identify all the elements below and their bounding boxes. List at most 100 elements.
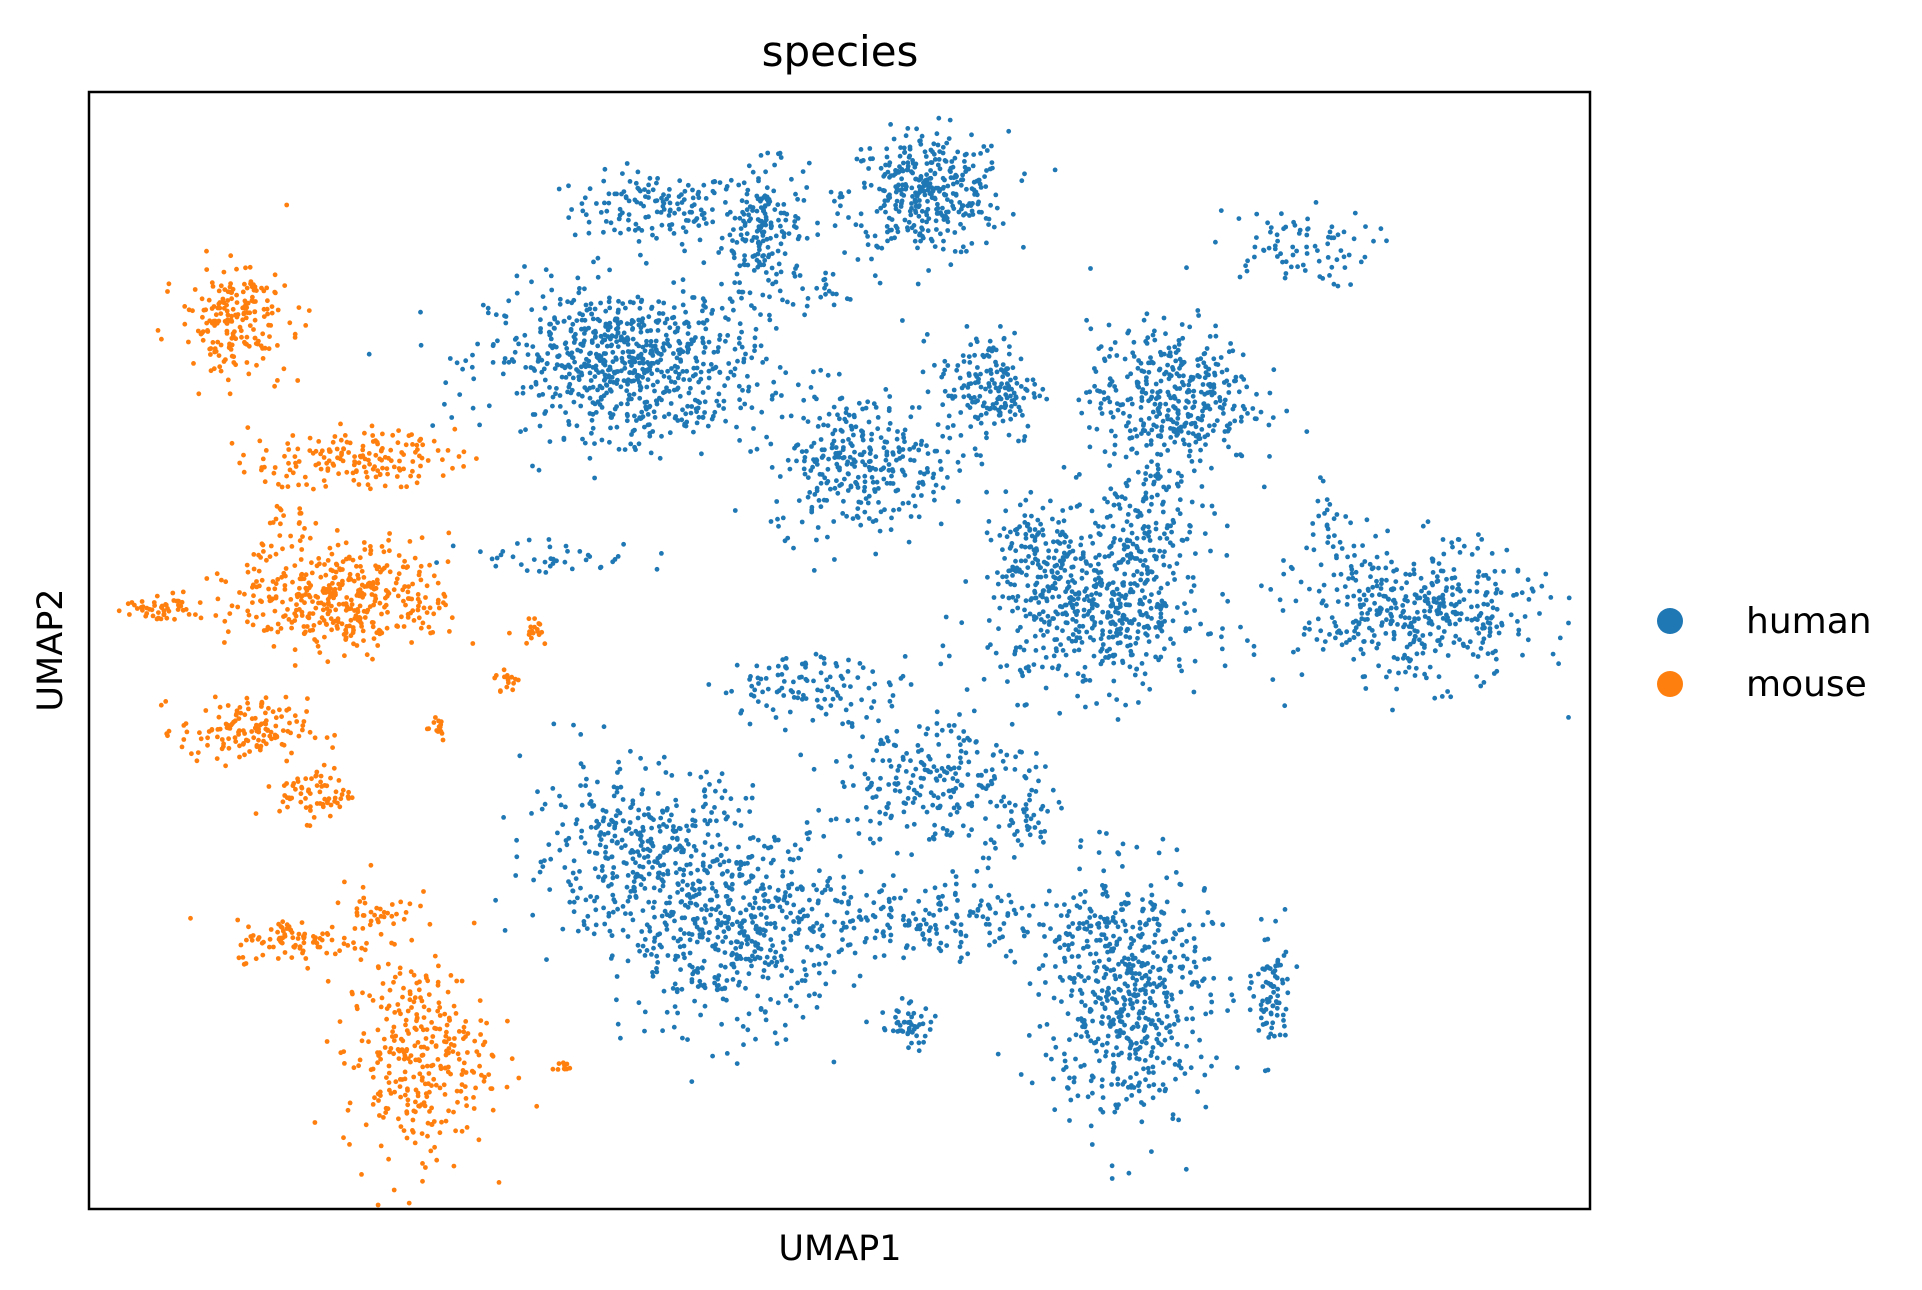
data-point-human [1436,625,1441,630]
data-point-human [958,922,964,927]
data-point-human [1126,477,1132,483]
data-point-human [1052,637,1058,643]
data-point-human [1016,404,1022,410]
data-point-human [1240,403,1246,409]
data-point-human [938,661,944,667]
data-point-human [1476,532,1481,537]
data-point-human [1004,395,1010,401]
data-point-human [635,942,641,948]
data-point-human [522,332,528,338]
data-point-human [592,441,597,446]
data-point-human [904,167,910,173]
data-point-human [700,390,706,395]
data-point-human [1143,652,1149,657]
data-point-human [901,809,907,815]
data-point-human [739,872,745,878]
data-point-human [756,178,761,184]
data-point-human [637,360,643,366]
data-point-human [746,855,751,860]
data-point-human [973,336,979,342]
data-point-human [710,366,716,372]
data-point-human [620,904,626,909]
data-point-human [572,232,578,238]
data-point-human [600,864,605,869]
data-point-human [738,859,744,865]
data-point-human [1156,590,1162,596]
data-point-human [1185,574,1191,580]
data-point-human [651,885,657,891]
data-point-human [1073,619,1079,624]
data-point-human [1166,392,1172,398]
data-point-human [875,426,881,432]
data-point-human [693,335,698,340]
data-point-human [629,355,635,361]
data-point-human [592,866,598,872]
data-point-human [1080,623,1086,629]
data-point-human [607,320,613,326]
data-point-human [557,393,563,398]
data-point-human [719,871,725,877]
data-point-human [1139,588,1145,594]
data-point-human [931,912,936,918]
data-point-human [742,262,748,268]
data-point-human [1168,435,1174,440]
data-point-human [1056,594,1062,599]
data-point-human [1543,571,1549,577]
data-point-human [910,773,916,778]
data-point-human [596,874,601,880]
data-point-human [1140,681,1146,687]
data-point-human [844,406,849,412]
data-point-human [611,793,617,799]
data-point-human [906,154,912,160]
data-point-human [1233,374,1239,380]
data-point-human [823,291,828,297]
data-point-human [834,461,840,467]
data-point-human [1023,386,1028,392]
data-point-human [794,458,799,464]
data-point-human [701,886,707,891]
data-point-human [828,486,833,492]
data-point-human [1149,459,1154,464]
data-point-human [1254,416,1259,422]
data-point-human [1004,534,1010,540]
data-point-human [1422,671,1427,677]
data-point-human [1107,629,1113,635]
data-point-human [1012,582,1017,588]
data-point-human [1556,661,1561,667]
data-point-human [700,965,705,971]
data-point-human [582,326,587,331]
data-point-human [627,179,633,184]
data-point-human [865,234,870,239]
data-point-human [587,351,592,357]
data-point-human [1144,632,1150,638]
data-point-human [1151,547,1156,553]
data-point-human [1186,442,1192,448]
data-point-human [1157,626,1163,631]
data-point-human [1217,398,1223,404]
data-point-human [704,907,709,913]
data-point-human [865,242,871,248]
data-point-human [805,494,811,500]
data-point-human [685,331,691,336]
data-point-human [749,303,754,308]
data-point-human [582,317,588,323]
data-point-human [562,341,568,347]
data-point-human [686,390,692,396]
data-point-human [1369,639,1375,645]
data-point-human [586,325,591,331]
data-point-human [984,240,989,246]
data-point-human [1035,517,1041,523]
data-point-human [807,830,812,835]
data-point-human [766,197,772,202]
data-point-human [1344,629,1350,635]
data-point-human [700,335,705,341]
data-point-human [1019,178,1025,184]
data-point-human [956,735,962,741]
data-point-human [1002,556,1007,561]
data-point-human [546,537,552,542]
data-point-human [708,362,714,367]
data-point-human [1075,608,1080,614]
data-point-human [721,398,727,404]
data-point-human [624,388,630,394]
